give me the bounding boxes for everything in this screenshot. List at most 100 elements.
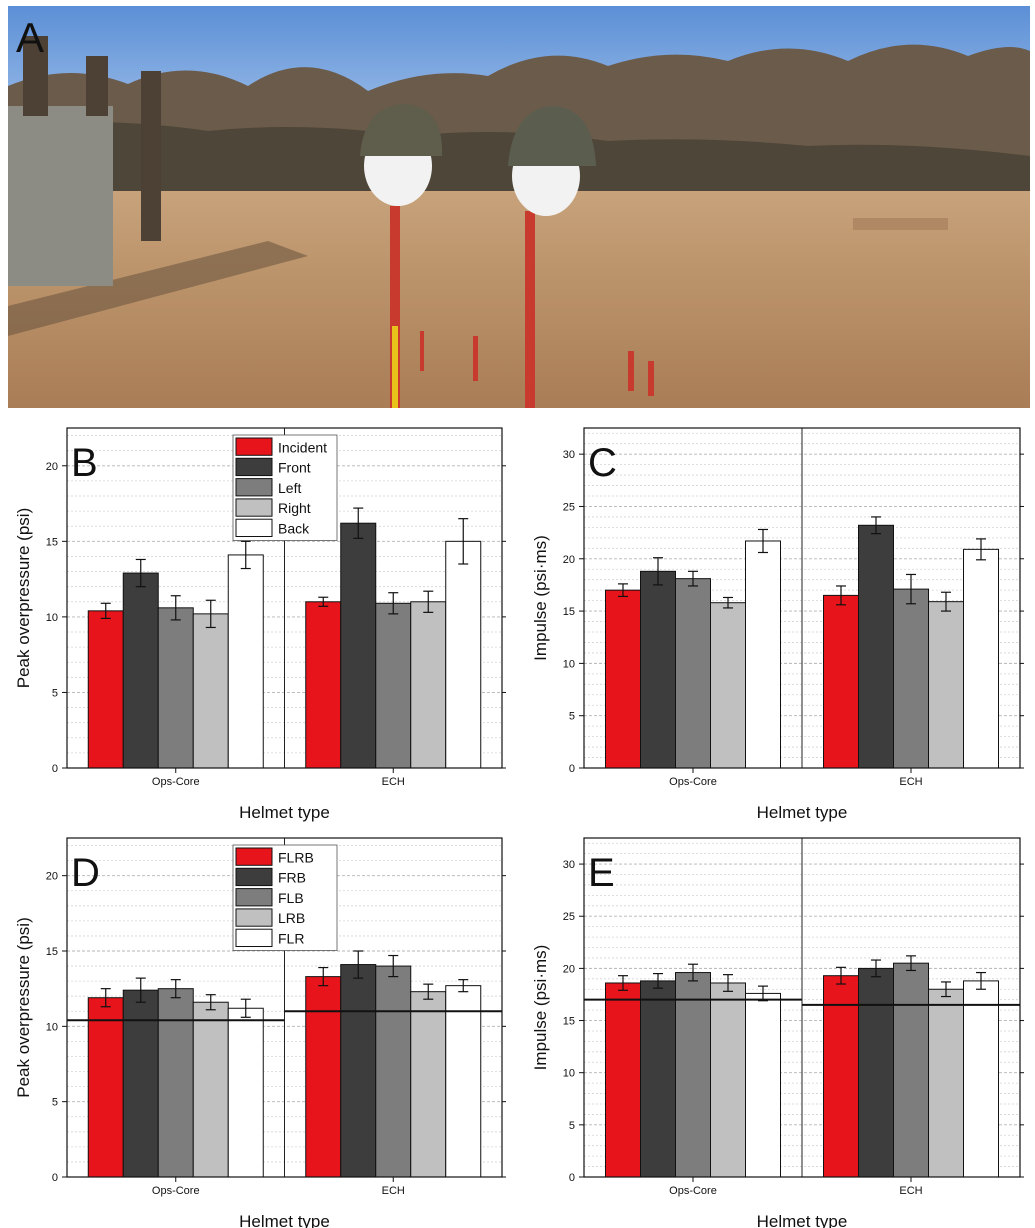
y-tick-label: 30 xyxy=(563,859,575,871)
panel-label: D xyxy=(71,851,100,895)
bar xyxy=(192,1001,229,1178)
panel-label: C xyxy=(588,441,617,485)
y-tick-label: 0 xyxy=(52,763,58,775)
bar xyxy=(410,991,447,1178)
bar xyxy=(410,601,447,769)
x-tick-label: ECH xyxy=(382,776,405,788)
bar xyxy=(305,601,342,769)
chart-panel-c: Ops-Core ECH 0 5 10 15 20 25 30 Helmet type Impuls… xyxy=(531,427,1024,822)
legend-swatch xyxy=(235,498,273,517)
plot-frame xyxy=(583,837,1021,1178)
bar xyxy=(87,610,124,769)
bar xyxy=(157,607,194,769)
bar xyxy=(87,997,124,1178)
bar xyxy=(157,988,194,1178)
plot-frame xyxy=(66,427,503,769)
chart-panel-b: Ops-Core ECH 0 5 10 15 20 Helmet type Peak overp… xyxy=(14,427,506,822)
bar xyxy=(605,589,641,769)
y-tick-label: 10 xyxy=(563,1068,575,1080)
panel-label: B xyxy=(71,441,98,485)
legend-label: Incident xyxy=(278,439,327,455)
y-axis-label: Impulse (psi·ms) xyxy=(531,945,550,1071)
panel-label: E xyxy=(588,851,615,895)
legend-label: FLB xyxy=(278,890,304,906)
y-tick-label: 15 xyxy=(46,536,58,548)
bar xyxy=(963,980,999,1178)
x-tick-label: Ops-Core xyxy=(669,1185,717,1197)
plot-frame xyxy=(66,837,503,1178)
x-tick-label: Ops-Core xyxy=(152,1185,200,1197)
bar xyxy=(122,572,159,769)
y-axis-label: Peak overpressure (psi) xyxy=(14,508,33,688)
panel-label-a: A xyxy=(16,14,44,61)
legend-swatch xyxy=(235,437,273,456)
bar xyxy=(445,540,482,769)
legend-label: LRB xyxy=(278,910,305,926)
x-tick-label: Ops-Core xyxy=(669,776,717,788)
legend-swatch xyxy=(235,888,273,907)
bar xyxy=(605,982,641,1178)
y-tick-label: 5 xyxy=(569,711,575,723)
legend-label: FLRB xyxy=(278,849,314,865)
y-tick-label: 20 xyxy=(563,963,575,975)
bar xyxy=(893,588,929,769)
y-tick-label: 20 xyxy=(46,461,58,473)
x-axis-label: Helmet type xyxy=(239,1212,330,1228)
y-tick-label: 0 xyxy=(569,1172,575,1184)
ground-shadow xyxy=(8,241,308,336)
y-tick-label: 5 xyxy=(569,1120,575,1132)
bar xyxy=(675,578,711,769)
bar xyxy=(823,594,859,769)
helmet-left xyxy=(360,104,443,156)
bar xyxy=(963,548,999,769)
bar xyxy=(928,988,964,1178)
blast-test-photo: A xyxy=(8,6,1030,408)
bar xyxy=(745,540,781,769)
legend-swatch xyxy=(235,478,273,497)
y-tick-label: 10 xyxy=(46,612,58,624)
bar xyxy=(640,980,676,1178)
legend-label: Back xyxy=(278,521,310,537)
bar xyxy=(340,964,377,1178)
y-tick-label: 10 xyxy=(46,1021,58,1033)
y-tick-label: 20 xyxy=(563,554,575,566)
helmet-right xyxy=(508,106,596,166)
y-tick-label: 0 xyxy=(569,763,575,775)
y-tick-label: 15 xyxy=(563,1016,575,1028)
bar xyxy=(640,570,676,769)
bar xyxy=(375,602,412,769)
y-tick-label: 15 xyxy=(46,946,58,958)
x-tick-label: ECH xyxy=(899,776,922,788)
bar xyxy=(710,982,746,1178)
bar xyxy=(858,524,894,769)
legend-swatch xyxy=(235,928,273,948)
legend-label: Left xyxy=(278,480,301,496)
x-axis-label: Helmet type xyxy=(757,1212,848,1228)
y-tick-label: 0 xyxy=(52,1172,58,1184)
bar xyxy=(375,965,412,1178)
bar xyxy=(340,522,377,769)
bar xyxy=(823,975,859,1178)
mannequin-pole-right xyxy=(525,211,535,408)
y-tick-label: 25 xyxy=(563,501,575,513)
bar xyxy=(745,992,781,1178)
bar xyxy=(227,554,264,769)
y-axis-label: Peak overpressure (psi) xyxy=(14,917,33,1097)
legend-label: FLR xyxy=(278,931,304,947)
bar xyxy=(227,1007,264,1178)
x-tick-label: ECH xyxy=(382,1185,405,1197)
x-tick-label: Ops-Core xyxy=(152,776,200,788)
bar xyxy=(192,613,229,769)
bar xyxy=(675,972,711,1178)
x-axis-label: Helmet type xyxy=(757,803,848,822)
legend-swatch xyxy=(235,908,273,927)
bar xyxy=(445,985,482,1178)
y-tick-label: 5 xyxy=(52,1097,58,1109)
legend-label: Right xyxy=(278,500,311,516)
legend-label: FRB xyxy=(278,870,306,886)
y-tick-label: 20 xyxy=(46,871,58,883)
legend-swatch xyxy=(235,867,273,887)
x-tick-label: ECH xyxy=(899,1185,922,1197)
chart-panel-d: Ops-Core ECH 0 5 10 15 20 Helmet type Peak overp… xyxy=(14,837,506,1228)
